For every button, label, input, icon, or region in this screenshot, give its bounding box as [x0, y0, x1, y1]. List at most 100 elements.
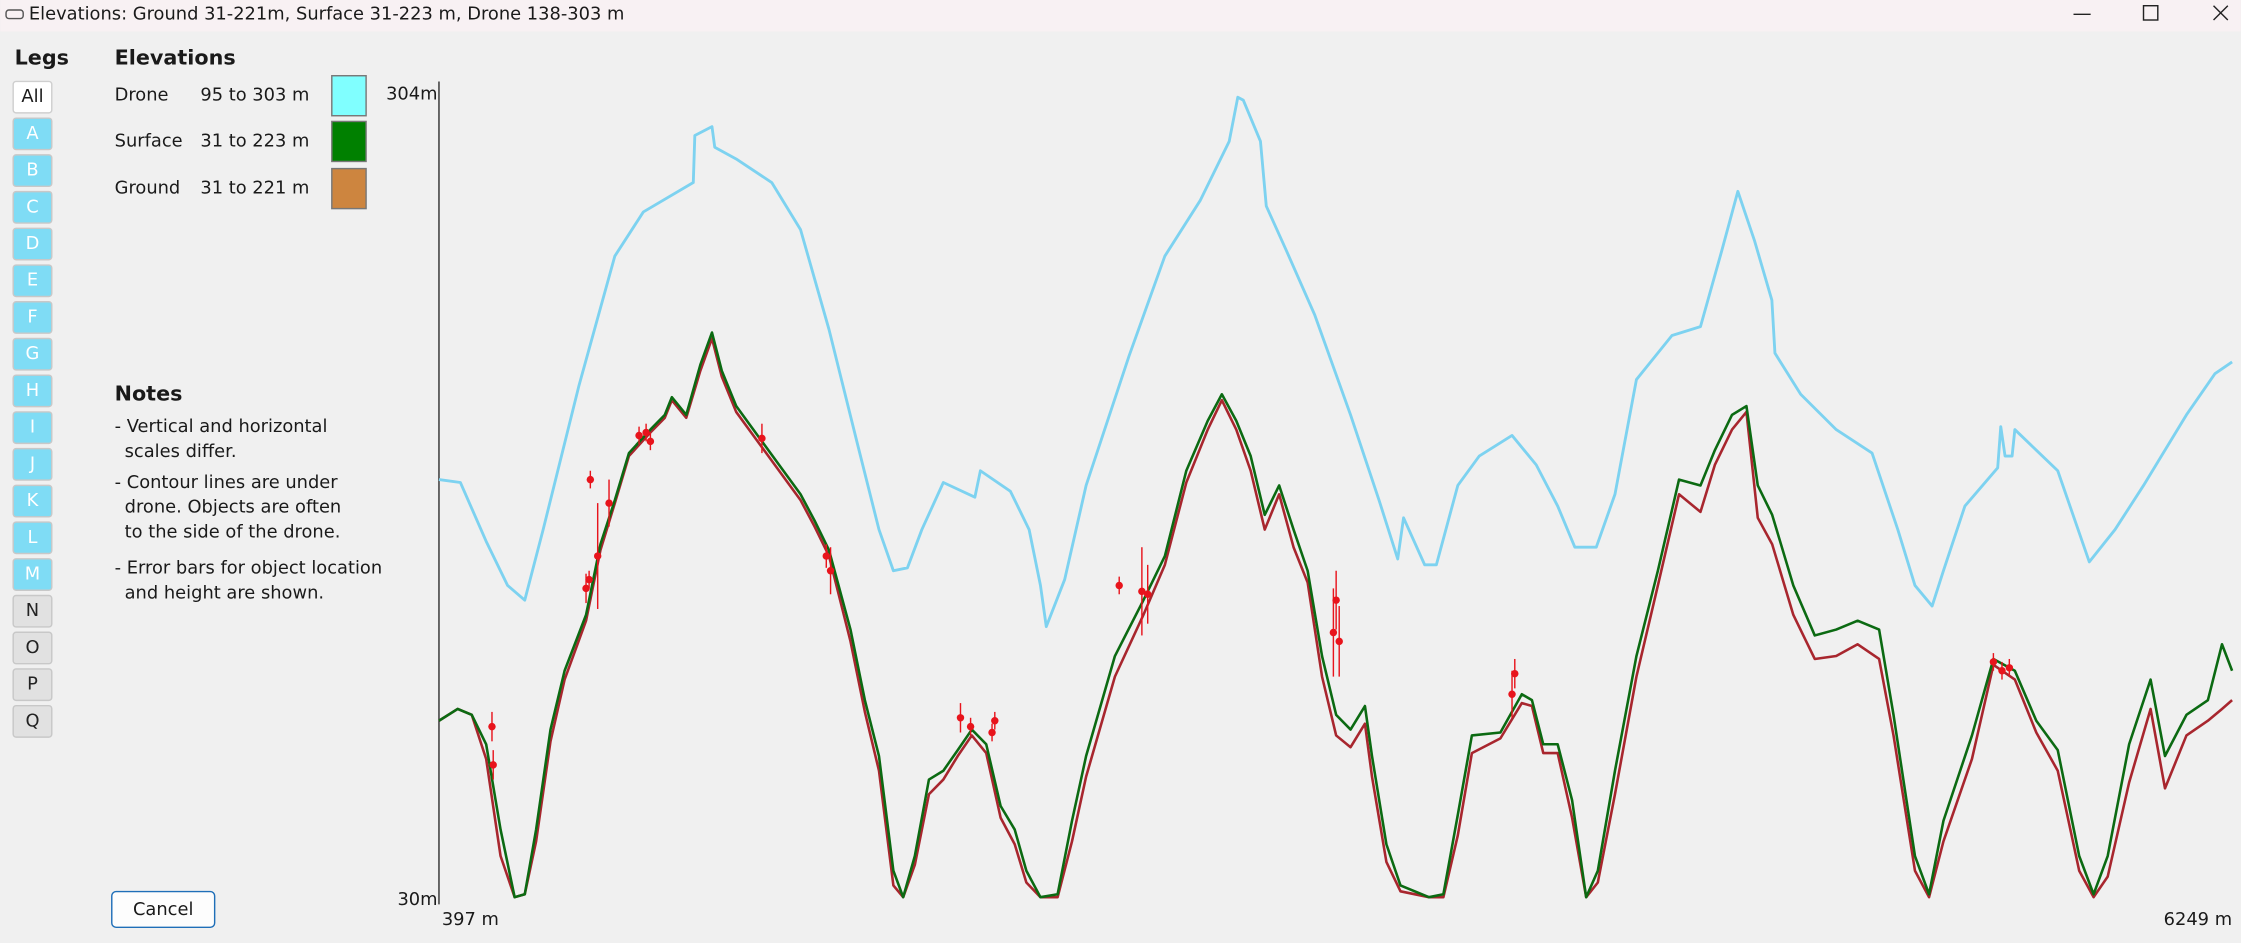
- legend-range: 95 to 303 m: [200, 85, 309, 106]
- leg-button[interactable]: J: [12, 447, 53, 481]
- app-icon: [5, 9, 24, 20]
- leg-button-frame[interactable]: [12, 668, 53, 702]
- leg-button-label[interactable]: N: [26, 600, 39, 621]
- leg-button-label[interactable]: L: [28, 527, 38, 548]
- leg-button-frame[interactable]: [12, 227, 53, 261]
- object-point: [605, 499, 613, 507]
- object-point: [1511, 669, 1519, 678]
- object-point: [822, 552, 830, 560]
- leg-button[interactable]: M: [12, 558, 53, 591]
- leg-button-frame[interactable]: [12, 521, 53, 555]
- leg-button-frame[interactable]: [12, 558, 53, 591]
- leg-button-frame[interactable]: [12, 484, 53, 518]
- window-title: Elevations: Ground 31-221m, Surface 31-2…: [29, 3, 625, 24]
- object-point: [1115, 581, 1123, 590]
- leg-button-label[interactable]: E: [27, 270, 38, 291]
- leg-button-label[interactable]: F: [27, 306, 37, 327]
- cancel-label[interactable]: Cancel: [133, 899, 193, 920]
- leg-button-frame[interactable]: [12, 264, 53, 298]
- leg-button-label[interactable]: D: [26, 233, 40, 254]
- legend-name: Surface: [115, 130, 183, 151]
- object-point: [582, 584, 590, 593]
- leg-button[interactable]: I: [12, 411, 53, 445]
- leg-button[interactable]: D: [12, 227, 53, 261]
- legend-name: Ground: [115, 178, 181, 199]
- leg-button-frame[interactable]: [12, 631, 53, 665]
- object-point: [593, 552, 602, 560]
- series-line: [438, 95, 2233, 629]
- close-button[interactable]: [2213, 5, 2229, 21]
- object-point: [635, 431, 643, 440]
- title-bar: [0, 0, 2241, 32]
- y-tick-label: 30m: [397, 889, 437, 910]
- object-point: [991, 717, 999, 725]
- leg-button-label[interactable]: K: [27, 490, 40, 511]
- leg-button-frame[interactable]: [12, 337, 53, 371]
- leg-button-label[interactable]: B: [26, 160, 38, 181]
- legs-title: Legs: [15, 46, 69, 70]
- leg-button[interactable]: O: [12, 631, 53, 665]
- leg-button[interactable]: N: [12, 594, 53, 628]
- object-point: [642, 428, 650, 437]
- object-point: [488, 722, 496, 731]
- leg-button[interactable]: C: [12, 190, 53, 224]
- legend-name: Drone: [115, 85, 169, 106]
- leg-button-label[interactable]: J: [29, 453, 35, 474]
- leg-button-label[interactable]: A: [26, 123, 39, 144]
- object-point: [489, 761, 497, 769]
- leg-button-frame[interactable]: [12, 594, 53, 628]
- leg-button-label[interactable]: I: [30, 417, 35, 438]
- cancel-button[interactable]: Cancel: [111, 890, 216, 928]
- leg-button-label[interactable]: O: [25, 637, 39, 658]
- leg-button[interactable]: All: [12, 80, 53, 114]
- leg-button-frame[interactable]: [12, 80, 53, 114]
- leg-button-frame[interactable]: [12, 447, 53, 481]
- leg-button-label[interactable]: P: [27, 674, 38, 695]
- leg-button[interactable]: A: [12, 117, 53, 151]
- leg-button[interactable]: Q: [12, 704, 53, 738]
- note-line: and height are shown.: [125, 582, 324, 603]
- legend-swatch: [331, 167, 367, 210]
- object-point: [826, 567, 835, 575]
- leg-button[interactable]: E: [12, 264, 53, 298]
- legend-swatch: [331, 75, 367, 117]
- leg-button[interactable]: K: [12, 484, 53, 518]
- legend-range: 31 to 223 m: [200, 130, 309, 151]
- object-point: [646, 437, 655, 446]
- leg-button-frame[interactable]: [12, 190, 53, 224]
- leg-button-frame[interactable]: [12, 374, 53, 408]
- legend-swatch: [331, 120, 367, 163]
- maximize-button[interactable]: [2142, 5, 2159, 21]
- cancel-button-frame[interactable]: [111, 890, 216, 928]
- object-point: [2005, 664, 2014, 672]
- note-line: scales differ.: [125, 441, 237, 462]
- leg-button-frame[interactable]: [12, 117, 53, 151]
- leg-button-frame[interactable]: [12, 411, 53, 445]
- x-tick-label: 6249 m: [2164, 909, 2232, 930]
- leg-button-label[interactable]: Q: [25, 710, 39, 731]
- leg-button-frame[interactable]: [12, 704, 53, 738]
- legend-range: 31 to 221 m: [200, 178, 309, 199]
- object-point: [1989, 658, 1998, 666]
- note-line: to the side of the drone.: [125, 521, 341, 542]
- leg-button[interactable]: B: [12, 154, 53, 188]
- leg-button[interactable]: P: [12, 668, 53, 702]
- leg-button-frame[interactable]: [12, 154, 53, 188]
- leg-button[interactable]: G: [12, 337, 53, 371]
- leg-button-label[interactable]: H: [26, 380, 39, 401]
- leg-button-label[interactable]: M: [25, 564, 40, 585]
- note-line: - Vertical and horizontal: [115, 416, 328, 437]
- object-point: [966, 722, 975, 731]
- leg-button-frame[interactable]: [12, 301, 53, 334]
- object-point: [586, 475, 595, 484]
- object-point: [988, 728, 996, 737]
- leg-button-label[interactable]: All: [21, 86, 43, 107]
- leg-button-label[interactable]: C: [26, 196, 38, 217]
- y-tick-label: 304m: [386, 83, 437, 104]
- leg-button[interactable]: L: [12, 521, 53, 555]
- object-point: [1143, 590, 1152, 598]
- leg-button[interactable]: F: [12, 301, 53, 334]
- leg-button[interactable]: H: [12, 374, 53, 408]
- leg-button-label[interactable]: G: [26, 343, 40, 364]
